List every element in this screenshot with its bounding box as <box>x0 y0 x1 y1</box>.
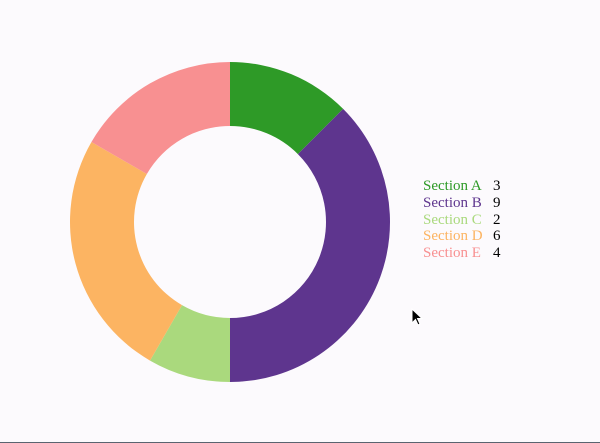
donut-slice-section-e <box>91 62 230 174</box>
legend-value: 6 <box>493 228 501 245</box>
chart-legend: Section A 3 Section B 9 Section C 2 Sect… <box>423 178 501 262</box>
legend-item-section-b: Section B 9 <box>423 195 501 212</box>
legend-label: Section E <box>423 245 481 262</box>
legend-label: Section C <box>423 211 482 228</box>
donut-slice-section-c <box>150 305 230 382</box>
legend-value: 9 <box>493 194 501 211</box>
legend-label: Section B <box>423 194 482 211</box>
legend-label: Section A <box>423 178 482 194</box>
legend-value: 2 <box>493 211 501 228</box>
donut-slice-section-b <box>230 108 391 382</box>
legend-value: 4 <box>493 245 501 262</box>
legend-label: Section D <box>423 228 483 245</box>
legend-item-section-c: Section C 2 <box>423 212 501 229</box>
legend-item-section-d: Section D 6 <box>423 228 501 245</box>
arrow-cursor-icon <box>411 308 423 326</box>
legend-value: 3 <box>493 178 501 194</box>
legend-item-section-e: Section E 4 <box>423 245 501 262</box>
donut-slice-section-a <box>230 62 344 155</box>
legend-item-section-a: Section A 3 <box>423 178 501 195</box>
donut-slice-section-d <box>69 142 182 361</box>
